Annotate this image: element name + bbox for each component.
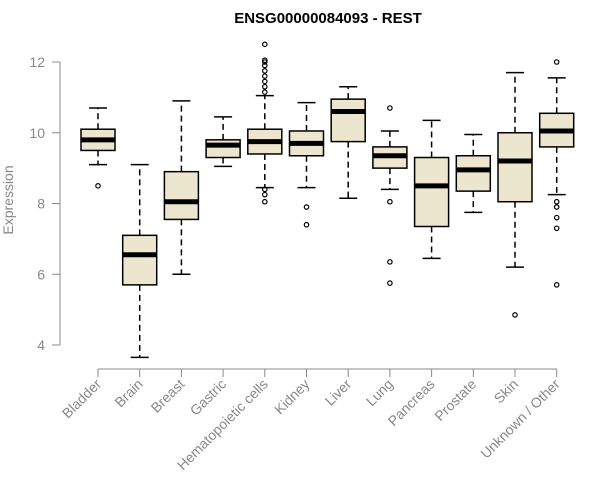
outlier-point bbox=[553, 204, 560, 210]
outlier-point bbox=[553, 214, 560, 221]
outlier-point bbox=[387, 259, 393, 265]
outlier-point bbox=[261, 78, 268, 85]
iqr-box bbox=[497, 132, 533, 203]
x-tick-label: Liver bbox=[322, 376, 355, 409]
outlier-point bbox=[261, 198, 268, 205]
outlier-point bbox=[387, 280, 393, 286]
outlier-point bbox=[261, 41, 268, 48]
box-group bbox=[205, 116, 241, 168]
y-tick-label: 12 bbox=[29, 54, 45, 70]
box-group bbox=[80, 107, 116, 189]
y-tick-label: 8 bbox=[37, 196, 45, 212]
y-axis-label: Expression bbox=[0, 165, 16, 234]
outlier-point bbox=[553, 59, 560, 65]
x-tick-label: Brain bbox=[111, 376, 145, 410]
x-tick-label: Unknown / Other bbox=[477, 376, 563, 462]
outlier-point bbox=[261, 59, 268, 65]
outlier-point bbox=[95, 183, 101, 189]
box-group bbox=[288, 101, 325, 228]
chart-title: ENSG00000084093 - REST bbox=[234, 10, 422, 27]
outlier-point bbox=[261, 57, 268, 64]
box-group bbox=[372, 105, 408, 286]
y-tick-label: 4 bbox=[37, 337, 45, 353]
iqr-box bbox=[330, 98, 366, 143]
x-tick-label: Breast bbox=[148, 376, 188, 416]
x-tick-label: Kidney bbox=[271, 376, 313, 418]
outlier-point bbox=[261, 83, 268, 90]
iqr-box bbox=[205, 139, 241, 159]
outlier-point bbox=[303, 221, 310, 228]
outlier-point bbox=[261, 73, 268, 79]
outlier-point bbox=[261, 186, 268, 193]
box-group bbox=[413, 119, 450, 260]
outlier-point bbox=[261, 62, 268, 69]
outlier-point bbox=[512, 312, 518, 318]
iqr-box bbox=[163, 170, 200, 221]
outlier-point bbox=[553, 198, 560, 205]
box-group bbox=[538, 59, 575, 288]
outlier-point bbox=[387, 105, 393, 111]
outlier-point bbox=[553, 282, 560, 288]
box-group bbox=[163, 100, 200, 275]
outlier-point bbox=[261, 68, 268, 74]
y-tick-label: 10 bbox=[29, 125, 45, 141]
iqr-box bbox=[413, 156, 450, 228]
box-group bbox=[247, 41, 283, 205]
x-tick-label: Skin bbox=[491, 376, 522, 407]
box-group bbox=[455, 133, 492, 214]
outlier-point bbox=[387, 198, 393, 205]
x-tick-label: Bladder bbox=[59, 376, 105, 422]
box-group bbox=[330, 86, 366, 199]
outlier-point bbox=[261, 89, 268, 95]
iqr-box bbox=[121, 234, 158, 286]
box-group bbox=[121, 163, 158, 359]
box-group bbox=[497, 71, 533, 318]
outlier-point bbox=[553, 225, 560, 232]
x-tick-label: Prostate bbox=[431, 376, 479, 424]
y-tick-label: 6 bbox=[37, 266, 45, 282]
x-tick-label: Lung bbox=[363, 376, 396, 409]
iqr-box bbox=[455, 154, 492, 192]
outlier-point bbox=[261, 191, 268, 198]
outlier-point bbox=[303, 204, 310, 210]
